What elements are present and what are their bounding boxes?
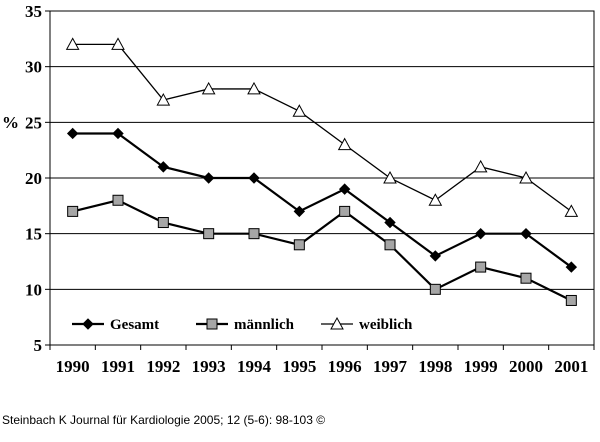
legend-label: Gesamt <box>110 317 159 333</box>
data-point-weiblich <box>111 37 125 50</box>
data-point-gesamt <box>157 161 170 173</box>
legend: Gesamt männlich weiblich <box>72 316 413 333</box>
data-point-m-nnlich <box>112 194 124 206</box>
legend-item-weiblich: weiblich <box>321 316 413 333</box>
legend-marker-diamond <box>82 318 94 330</box>
data-point-gesamt <box>384 216 396 229</box>
x-tick-label: 2000 <box>509 357 543 376</box>
data-point-m-nnlich <box>565 294 577 306</box>
y-tick-label: 10 <box>25 280 42 299</box>
data-point-weiblich <box>337 137 352 151</box>
data-point-gesamt <box>66 127 79 140</box>
series-m-nnlich <box>67 194 577 306</box>
series-line-weiblich <box>72 43 572 212</box>
data-point-gesamt <box>520 227 532 240</box>
x-tick-label: 1996 <box>328 357 362 376</box>
x-tick-label: 1998 <box>418 357 452 376</box>
data-point-m-nnlich <box>339 205 351 217</box>
data-point-weiblich <box>428 193 443 206</box>
x-tick-label: 1995 <box>282 357 316 376</box>
data-point-weiblich <box>292 104 307 117</box>
data-point-weiblich <box>156 93 171 106</box>
source-caption: Steinbach K Journal für Kardiologie 2005… <box>2 413 326 427</box>
series-line-m-nnlich <box>72 199 572 302</box>
data-point-gesamt <box>248 172 260 184</box>
data-point-gesamt <box>202 172 215 184</box>
x-tick-label: 2001 <box>554 357 588 376</box>
gridlines <box>50 66 594 290</box>
data-point-m-nnlich <box>248 228 260 240</box>
data-point-gesamt <box>429 250 442 262</box>
data-point-m-nnlich <box>293 239 305 251</box>
data-point-gesamt <box>565 261 578 273</box>
data-point-m-nnlich <box>429 283 441 295</box>
x-tick-label: 1992 <box>146 357 180 376</box>
x-tick-label: 1994 <box>237 357 272 376</box>
x-axis-ticks: 1990 1991 1992 1993 1994 1995 1996 1997 1998 1999… <box>49 345 595 376</box>
legend-item-m-nnlich: männlich <box>196 317 295 333</box>
y-tick-label: 15 <box>25 225 42 244</box>
series-group <box>65 37 579 306</box>
y-tick-label: 25 <box>25 113 42 132</box>
legend-marker-triangle <box>330 316 344 330</box>
data-point-weiblich <box>383 170 397 184</box>
x-tick-label: 1991 <box>101 357 135 376</box>
y-tick-label: 20 <box>25 169 42 188</box>
legend-label: weiblich <box>359 317 413 333</box>
data-point-weiblich <box>247 81 261 95</box>
data-point-m-nnlich <box>384 239 396 251</box>
data-point-gesamt <box>293 205 306 218</box>
data-point-gesamt <box>338 183 351 195</box>
data-point-gesamt <box>112 127 124 140</box>
data-point-m-nnlich <box>157 217 169 229</box>
x-tick-label: 1990 <box>56 357 90 376</box>
data-point-weiblich <box>473 159 488 173</box>
data-point-m-nnlich <box>475 261 487 273</box>
y-axis-label: % <box>2 113 19 132</box>
data-point-weiblich <box>519 170 533 184</box>
data-point-m-nnlich <box>67 205 79 217</box>
series-gesamt <box>66 127 578 273</box>
legend-marker-square <box>206 318 218 330</box>
data-point-gesamt <box>474 227 487 240</box>
x-tick-label: 1993 <box>192 357 226 376</box>
legend-label: männlich <box>234 317 295 333</box>
series-weiblich <box>65 37 579 217</box>
series-line-gesamt <box>72 132 572 268</box>
y-tick-label: 35 <box>25 2 42 21</box>
y-tick-label: 30 <box>25 58 42 77</box>
data-point-weiblich <box>201 81 216 95</box>
x-tick-label: 1999 <box>464 357 498 376</box>
data-point-weiblich <box>564 204 579 217</box>
legend-item-gesamt: Gesamt <box>72 317 159 333</box>
data-point-m-nnlich <box>520 272 532 284</box>
x-tick-label: 1997 <box>373 357 408 376</box>
data-point-m-nnlich <box>203 228 215 240</box>
data-point-weiblich <box>65 37 80 50</box>
y-axis-ticks: 5 10 15 20 25 30 35 <box>25 2 50 355</box>
y-tick-label: 5 <box>34 336 43 355</box>
